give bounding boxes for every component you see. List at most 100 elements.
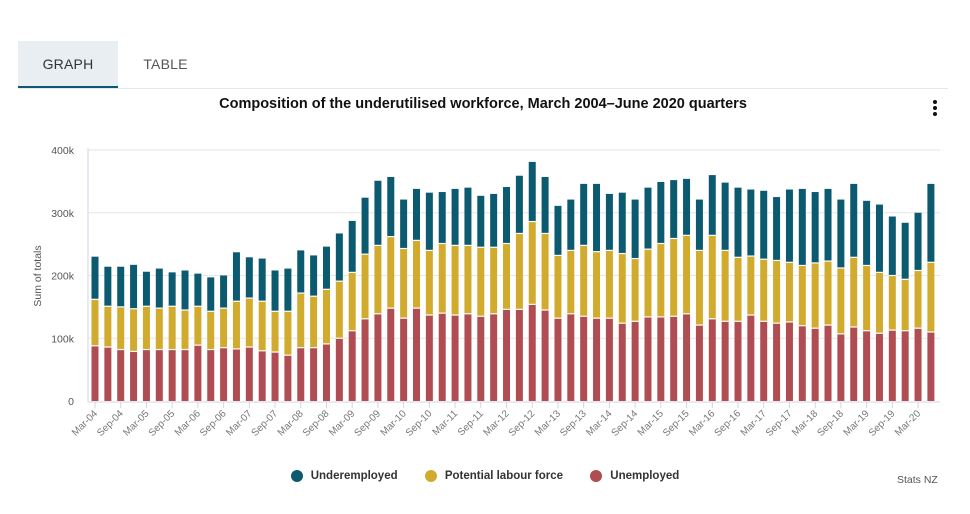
- bar-underemployed[interactable]: [142, 271, 150, 307]
- bar-potential-labour-force[interactable]: [888, 275, 896, 331]
- bar-potential-labour-force[interactable]: [130, 308, 138, 352]
- bar-unemployed[interactable]: [695, 325, 703, 401]
- bar-unemployed[interactable]: [335, 338, 343, 401]
- bar-unemployed[interactable]: [927, 331, 935, 401]
- bar-stack[interactable]: [104, 266, 112, 401]
- bar-potential-labour-force[interactable]: [901, 279, 909, 331]
- bar-potential-labour-force[interactable]: [927, 262, 935, 332]
- bar-stack[interactable]: [91, 256, 99, 401]
- bar-potential-labour-force[interactable]: [863, 265, 871, 331]
- bar-potential-labour-force[interactable]: [387, 236, 395, 309]
- bar-stack[interactable]: [438, 192, 446, 401]
- bar-unemployed[interactable]: [400, 318, 408, 401]
- bar-stack[interactable]: [413, 188, 420, 401]
- bar-potential-labour-force[interactable]: [528, 221, 536, 305]
- bar-potential-labour-force[interactable]: [503, 243, 511, 310]
- bar-stack[interactable]: [271, 270, 279, 401]
- bar-underemployed[interactable]: [155, 268, 163, 309]
- bar-potential-labour-force[interactable]: [914, 270, 922, 329]
- tab-graph[interactable]: GRAPH: [18, 41, 118, 88]
- bar-potential-labour-force[interactable]: [875, 272, 883, 334]
- bar-unemployed[interactable]: [773, 323, 781, 401]
- bar-unemployed[interactable]: [785, 321, 793, 401]
- bar-potential-labour-force[interactable]: [194, 306, 202, 346]
- bar-stack[interactable]: [747, 189, 755, 401]
- bar-stack[interactable]: [798, 188, 806, 401]
- bar-unemployed[interactable]: [490, 313, 498, 401]
- bar-unemployed[interactable]: [464, 313, 472, 401]
- bar-underemployed[interactable]: [117, 266, 125, 307]
- bar-potential-labour-force[interactable]: [708, 235, 716, 319]
- bar-stack[interactable]: [374, 180, 382, 401]
- bar-stack[interactable]: [888, 216, 896, 401]
- bar-potential-labour-force[interactable]: [490, 247, 498, 314]
- bar-stack[interactable]: [387, 176, 395, 401]
- bar-unemployed[interactable]: [117, 349, 125, 401]
- bar-potential-labour-force[interactable]: [695, 250, 703, 326]
- bar-potential-labour-force[interactable]: [142, 306, 150, 350]
- bar-stack[interactable]: [901, 222, 909, 401]
- bar-potential-labour-force[interactable]: [605, 250, 613, 319]
- bar-unemployed[interactable]: [438, 313, 446, 401]
- bar-underemployed[interactable]: [785, 189, 793, 263]
- bar-potential-labour-force[interactable]: [798, 265, 806, 326]
- bar-potential-labour-force[interactable]: [451, 245, 459, 316]
- bar-unemployed[interactable]: [310, 347, 318, 401]
- bar-unemployed[interactable]: [747, 315, 755, 401]
- bar-potential-labour-force[interactable]: [464, 245, 472, 314]
- bar-stack[interactable]: [117, 266, 125, 401]
- bar-stack[interactable]: [695, 199, 703, 401]
- bar-underemployed[interactable]: [644, 187, 652, 250]
- bar-unemployed[interactable]: [837, 333, 845, 401]
- bar-potential-labour-force[interactable]: [721, 250, 729, 322]
- bar-potential-labour-force[interactable]: [657, 243, 665, 317]
- bar-underemployed[interactable]: [567, 199, 575, 251]
- bar-underemployed[interactable]: [181, 270, 189, 311]
- bar-potential-labour-force[interactable]: [220, 308, 228, 348]
- bar-underemployed[interactable]: [438, 192, 446, 244]
- bar-stack[interactable]: [760, 190, 768, 401]
- bar-underemployed[interactable]: [734, 187, 742, 258]
- bar-unemployed[interactable]: [605, 318, 613, 401]
- bar-unemployed[interactable]: [618, 323, 626, 401]
- bar-potential-labour-force[interactable]: [258, 301, 266, 351]
- bar-stack[interactable]: [310, 255, 318, 401]
- bar-unemployed[interactable]: [91, 345, 99, 401]
- bar-unemployed[interactable]: [348, 330, 356, 401]
- bar-underemployed[interactable]: [670, 180, 678, 239]
- bar-unemployed[interactable]: [168, 349, 176, 401]
- bar-unemployed[interactable]: [798, 325, 806, 401]
- bar-stack[interactable]: [142, 271, 150, 401]
- bar-potential-labour-force[interactable]: [413, 240, 420, 309]
- bar-unemployed[interactable]: [670, 316, 678, 401]
- bar-stack[interactable]: [515, 175, 523, 401]
- bar-unemployed[interactable]: [657, 316, 665, 401]
- bar-unemployed[interactable]: [258, 350, 266, 401]
- bar-stack[interactable]: [503, 187, 511, 401]
- bar-unemployed[interactable]: [863, 330, 871, 401]
- bar-potential-labour-force[interactable]: [683, 235, 691, 314]
- bar-stack[interactable]: [207, 277, 215, 401]
- bar-unemployed[interactable]: [515, 309, 523, 401]
- bar-stack[interactable]: [528, 161, 536, 401]
- bar-underemployed[interactable]: [683, 178, 691, 236]
- bar-potential-labour-force[interactable]: [335, 281, 343, 339]
- more-vertical-icon[interactable]: [927, 100, 943, 122]
- bar-underemployed[interactable]: [297, 250, 305, 294]
- bar-potential-labour-force[interactable]: [785, 262, 793, 322]
- bar-stack[interactable]: [181, 270, 189, 401]
- bar-unemployed[interactable]: [245, 347, 253, 401]
- bar-stack[interactable]: [284, 268, 292, 401]
- bar-underemployed[interactable]: [464, 187, 472, 246]
- bar-potential-labour-force[interactable]: [104, 306, 112, 348]
- bar-potential-labour-force[interactable]: [567, 250, 575, 314]
- bar-underemployed[interactable]: [875, 204, 883, 273]
- bar-potential-labour-force[interactable]: [618, 253, 626, 324]
- bar-stack[interactable]: [734, 187, 742, 401]
- bar-underemployed[interactable]: [258, 258, 266, 302]
- bar-stack[interactable]: [580, 183, 588, 401]
- bar-stack[interactable]: [875, 204, 883, 401]
- bar-underemployed[interactable]: [528, 161, 536, 222]
- bar-unemployed[interactable]: [413, 308, 420, 401]
- tab-table[interactable]: TABLE: [143, 56, 188, 72]
